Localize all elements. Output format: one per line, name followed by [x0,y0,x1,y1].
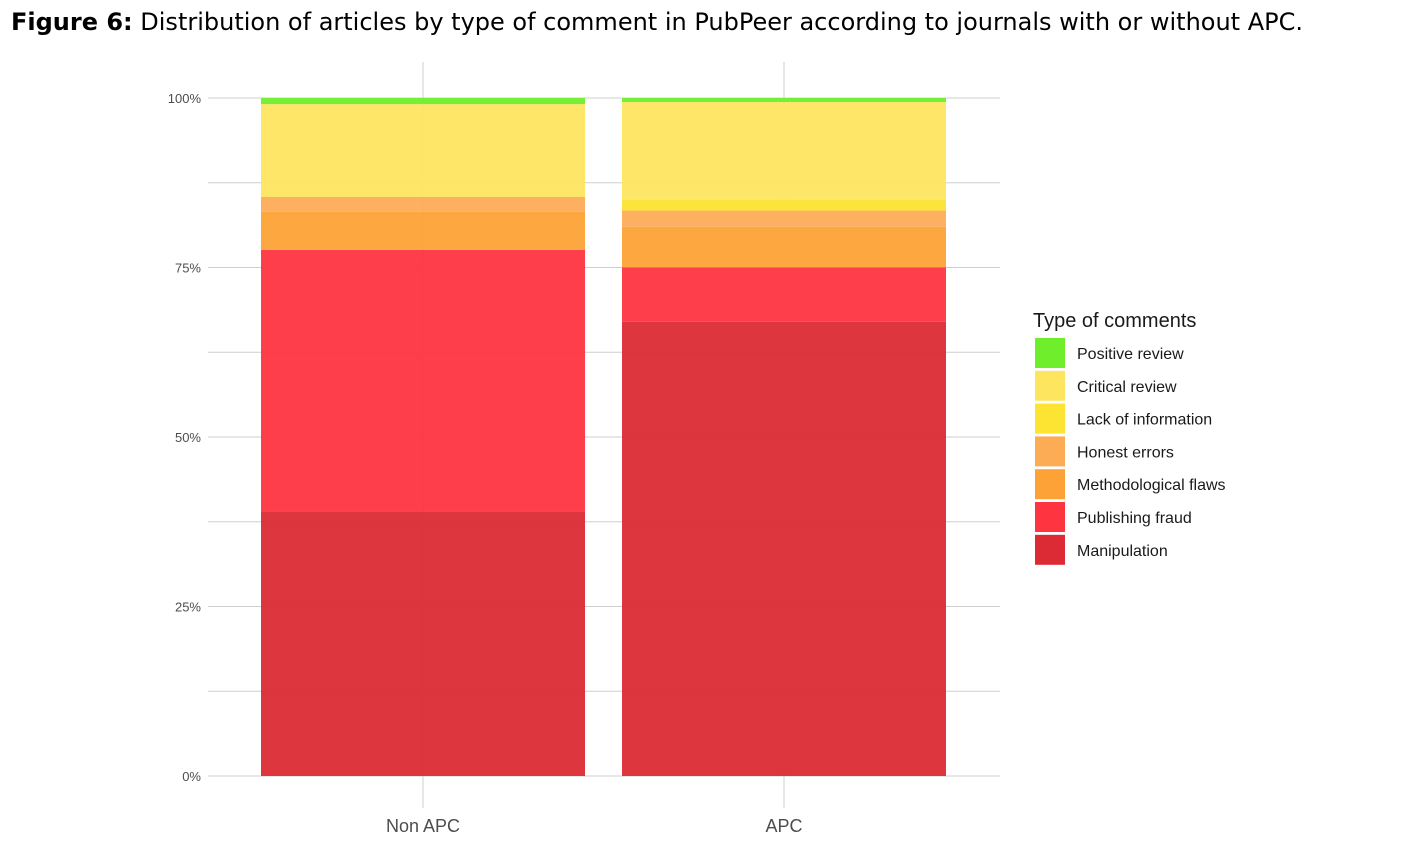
axes: 0% 25% 50% 75% 100% Non APC APC [168,91,803,836]
bar-segment [261,104,585,197]
bar-segment [622,199,946,211]
bar-segment [261,211,585,250]
x-tick-label: Non APC [386,816,460,836]
bar-segment [622,226,946,268]
y-tick-label: 25% [175,600,201,615]
y-tick-label: 50% [175,430,201,445]
bar-segment [261,511,585,776]
legend-swatch [1035,534,1065,565]
bar-segment [622,267,946,322]
bars [261,98,946,776]
legend-title: Type of comments [1033,310,1196,332]
legend-swatch [1035,338,1065,368]
legend-label: Honest errors [1077,444,1174,461]
bar-segment [622,98,946,103]
legend: Type of comments Positive review Critical … [1033,310,1226,565]
legend-label: Positive review [1077,346,1184,363]
bar-segment [261,249,585,512]
y-tick-label: 75% [175,261,201,276]
bar-segment [261,98,585,105]
legend-label: Methodological flaws [1077,477,1226,494]
bar-segment [622,210,946,227]
x-tick-label: APC [765,816,802,836]
figure-caption: Figure 6: Distribution of articles by ty… [11,6,1406,38]
legend-label: Lack of information [1077,412,1212,429]
bar-segment [622,102,946,200]
figure-caption-text: Distribution of articles by type of comm… [132,8,1303,36]
y-tick-label: 0% [182,769,201,784]
legend-label: Critical review [1077,379,1177,396]
y-tick-label: 100% [168,91,202,106]
legend-swatch [1035,370,1065,401]
legend-swatch [1035,403,1065,434]
legend-swatch [1035,502,1065,532]
legend-swatch [1035,469,1065,500]
figure-label: Figure 6: [11,8,133,36]
legend-label: Manipulation [1077,543,1168,560]
legend-label: Publishing fraud [1077,510,1192,527]
bar-segment [622,321,946,776]
bar-segment [261,196,585,212]
legend-swatch [1035,436,1065,467]
